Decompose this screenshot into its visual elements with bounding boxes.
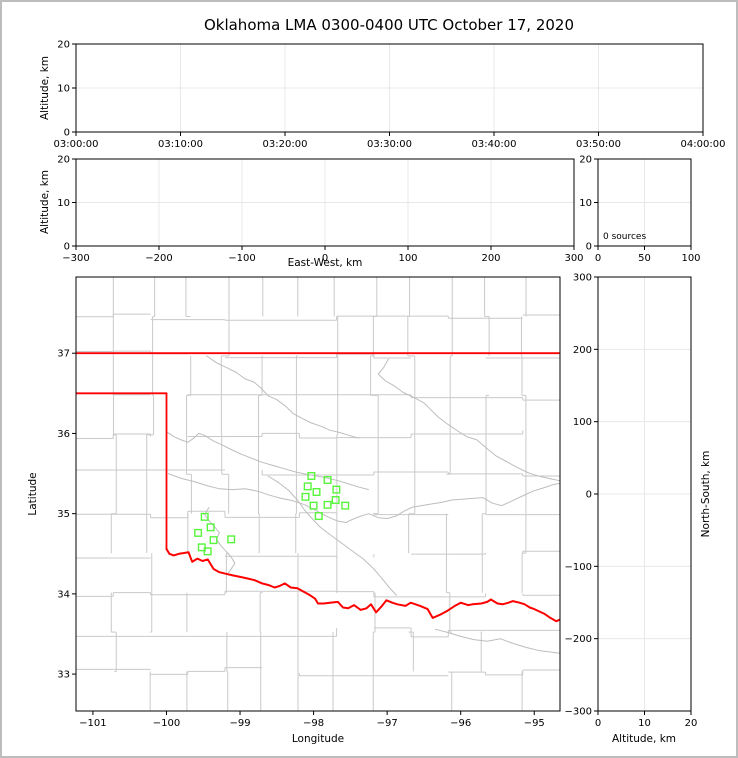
tick-label: −98	[303, 718, 324, 729]
tick-label: −100	[153, 718, 180, 729]
tick-label: −96	[450, 718, 471, 729]
tick-label: −300	[565, 707, 592, 718]
station-marker	[331, 496, 340, 505]
tick-label: 0	[322, 253, 328, 264]
station-marker	[194, 528, 203, 537]
tick-label: 20	[579, 155, 592, 166]
river-line	[377, 358, 560, 482]
river-line	[167, 473, 560, 523]
panel-plan-view-map: −101 −100 −99 −98 −97 −96 −95 33 34 35 36 37	[57, 276, 561, 729]
tick-label: 100	[398, 253, 417, 264]
tick-label: 34	[57, 589, 70, 600]
tick-label: 100	[573, 417, 592, 428]
source-count-annotation: 0 sources	[603, 232, 646, 242]
station-marker	[314, 512, 323, 521]
river-line	[204, 506, 236, 574]
tick-label: 10	[579, 198, 592, 209]
station-marker	[227, 535, 236, 544]
map-xlabel: Longitude	[292, 733, 344, 745]
river-line	[205, 355, 360, 439]
panel-altitude-histogram: 0 50 100 0 10 20	[579, 155, 700, 265]
tick-label: 0	[586, 490, 592, 501]
station-marker	[209, 536, 218, 545]
ew-height-ylabel: Altitude, km	[39, 170, 51, 234]
tick-label: 10	[638, 718, 651, 729]
tick-label: 200	[573, 345, 592, 356]
tick-label: 10	[57, 198, 70, 209]
tick-label: −99	[229, 718, 250, 729]
panel-ns-height: 0 10 20 −300 −200 −100 0 100 200 300	[565, 273, 698, 730]
ns-height-xlabel: Altitude, km	[612, 733, 676, 745]
ns-height-ylabel: North-South, km	[700, 451, 712, 538]
station-marker	[303, 482, 312, 491]
station-marker	[309, 501, 318, 510]
station-marker	[323, 500, 332, 509]
figure-title: Oklahoma LMA 0300-0400 UTC October 17, 2…	[204, 16, 574, 34]
station-marker	[323, 475, 332, 484]
tick-label: 33	[57, 670, 70, 681]
time-height-ylabel: Altitude, km	[39, 56, 51, 120]
tick-label: 37	[57, 349, 70, 360]
tick-label: 03:30:00	[367, 139, 412, 150]
station-marker	[203, 547, 212, 556]
tick-label: 0	[64, 128, 70, 139]
panel-spine	[75, 276, 561, 712]
map-ylabel: Latitude	[27, 472, 39, 515]
tick-label: −97	[377, 718, 398, 729]
tick-label: 35	[57, 509, 70, 520]
station-marker	[301, 492, 310, 501]
tick-label: −95	[524, 718, 545, 729]
ew-height-xlabel: East-West, km	[288, 257, 363, 269]
tick-label: −300	[62, 253, 89, 264]
map-content	[76, 277, 560, 711]
tick-label: 03:10:00	[158, 139, 203, 150]
station-marker	[312, 487, 321, 496]
tick-label: 03:20:00	[263, 139, 308, 150]
station-marker	[307, 471, 316, 480]
tick-label: 100	[681, 253, 700, 264]
river-line	[166, 431, 369, 491]
station-marker	[197, 543, 206, 552]
tick-label: 300	[564, 253, 583, 264]
tick-label: 0	[586, 242, 592, 253]
tick-label: −100	[228, 253, 255, 264]
tick-label: 300	[573, 273, 592, 284]
tick-label: 200	[481, 253, 500, 264]
tick-label: −200	[145, 253, 172, 264]
station-marker	[341, 501, 350, 510]
tick-label: 03:40:00	[472, 139, 517, 150]
tick-label: 10	[57, 84, 70, 95]
tick-label: 04:00:00	[681, 139, 726, 150]
tick-label: 36	[57, 429, 70, 440]
tick-label: −101	[79, 718, 106, 729]
tick-label: 0	[595, 718, 601, 729]
tick-label: 03:50:00	[576, 139, 621, 150]
station-marker	[200, 512, 209, 521]
tick-label: 0	[64, 242, 70, 253]
tick-label: 50	[638, 253, 651, 264]
tick-label: −100	[565, 562, 592, 573]
tick-label: 20	[57, 40, 70, 51]
tick-label: 0	[595, 253, 601, 264]
river-line	[434, 628, 560, 654]
tick-label: 03:00:00	[54, 139, 99, 150]
tick-label: 20	[57, 155, 70, 166]
tick-label: 20	[685, 718, 698, 729]
station-marker	[206, 523, 215, 532]
station-marker	[332, 485, 341, 494]
panel-ew-height: −300 −200 −100 0 100 200 300 0 10 20	[57, 155, 583, 265]
tick-label: −200	[565, 634, 592, 645]
state-border-red-river	[165, 548, 560, 623]
panel-time-height: 03:00:00 03:10:00 03:20:00 03:30:00 03:40:00…	[54, 40, 726, 151]
river-line	[267, 475, 398, 596]
